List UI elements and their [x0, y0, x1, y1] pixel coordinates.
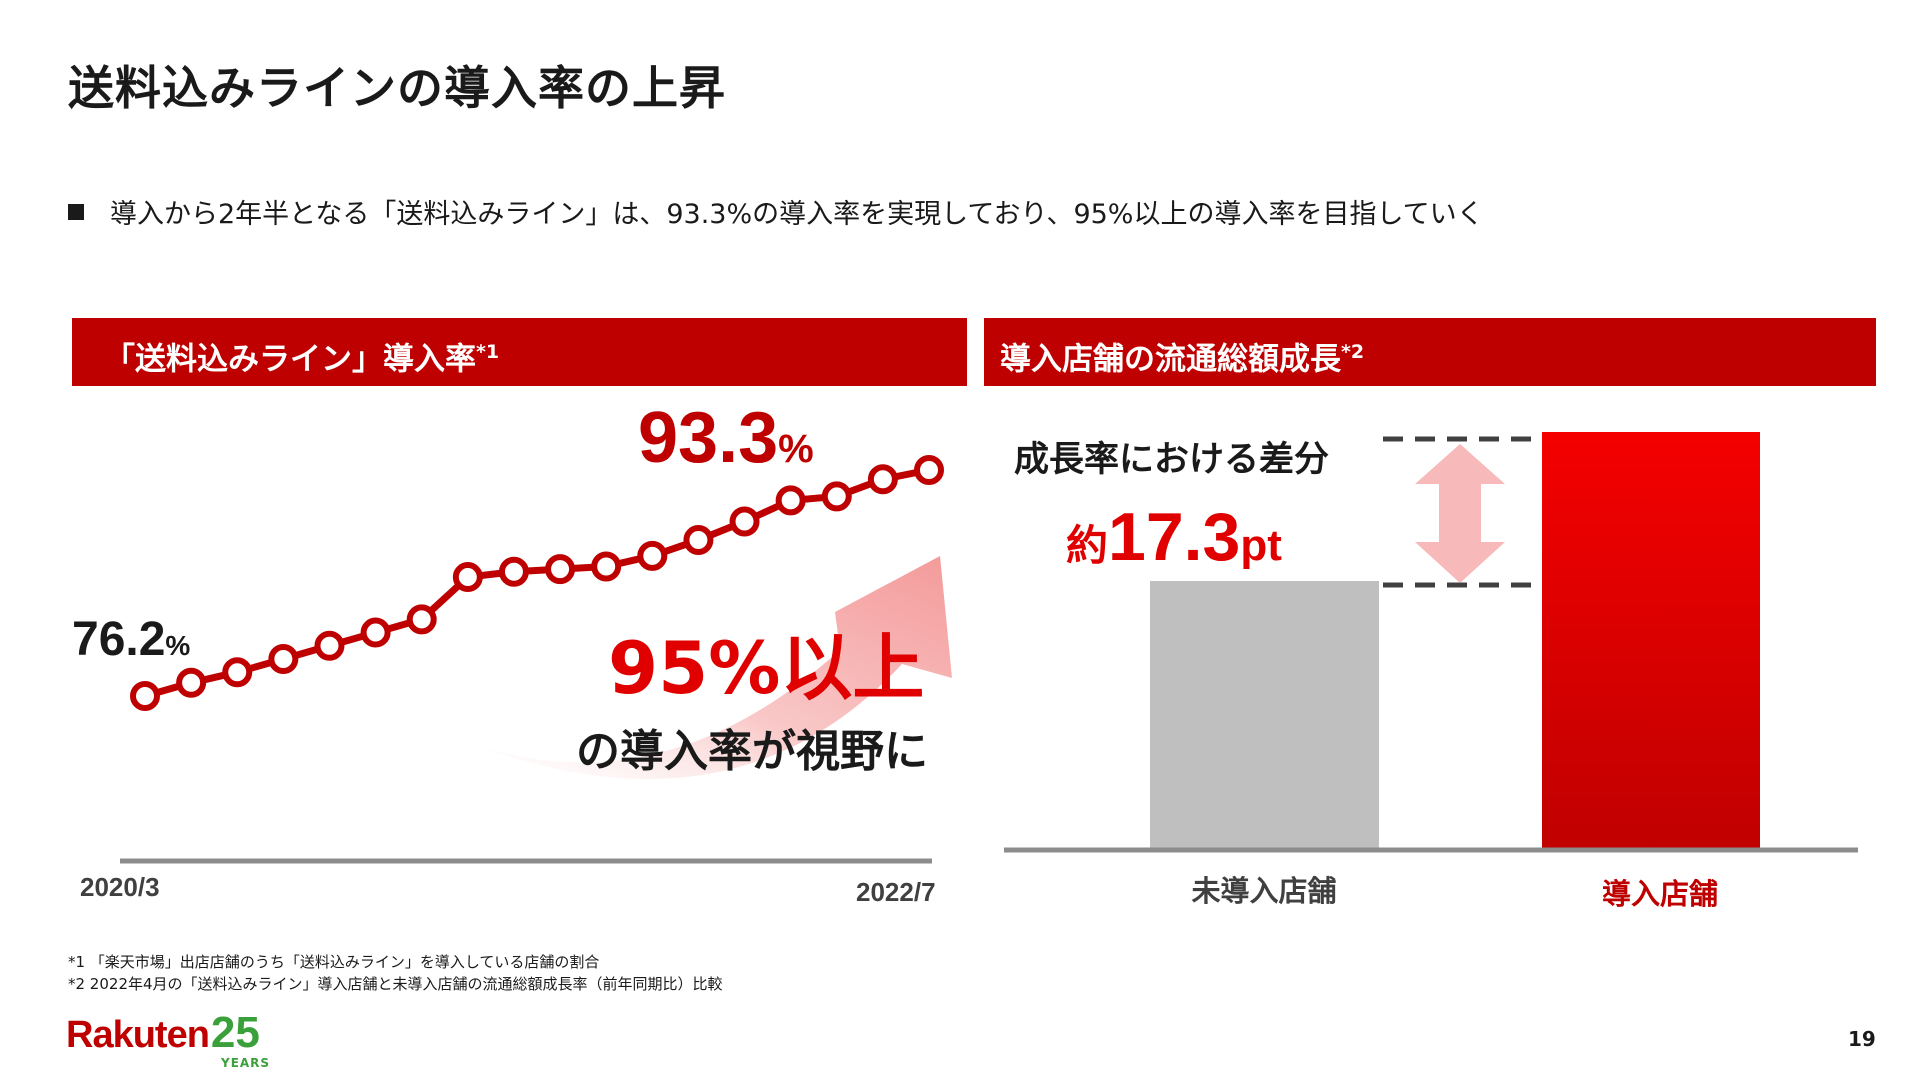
data-point: [452, 562, 483, 593]
data-point: [130, 681, 160, 711]
difference-value: 約17.3pt: [1066, 499, 1282, 575]
left-panel-note: *1: [476, 341, 500, 363]
logo-word: Rakuten: [66, 1014, 210, 1056]
data-point: [729, 506, 760, 537]
data-point: [545, 554, 576, 585]
data-point: [591, 551, 622, 582]
page-title: 送料込みラインの導入率の上昇: [68, 61, 726, 115]
logo-years: YEARS: [221, 1056, 271, 1070]
page-number: 19: [1848, 1027, 1876, 1051]
data-point: [775, 485, 806, 516]
left-panel-title: 「送料込みライン」導入率: [104, 341, 476, 378]
data-point: [821, 481, 852, 512]
data-point: [914, 455, 944, 485]
bullet-square-icon: [68, 203, 84, 220]
footnote-2: *2 2022年4月の「送料込みライン」導入店舗と未導入店舗の流通総額成長率（前…: [68, 975, 723, 993]
data-point: [406, 604, 437, 635]
difference-label: 成長率における差分: [1014, 440, 1329, 480]
end-value-label: 93.3%: [638, 398, 814, 478]
x-end-label: 2022/7: [856, 877, 936, 907]
x-start-label: 2020/3: [80, 872, 160, 902]
data-point: [867, 464, 898, 495]
category-label-adopting: 導入店舗: [1602, 877, 1718, 911]
bar-non-adopting-stores: [1150, 581, 1379, 850]
data-point: [637, 540, 668, 571]
summary-bullet: 導入から2年半となる「送料込みライン」は、93.3%の導入率を実現しており、95…: [68, 192, 1484, 231]
difference-double-arrow-icon: [1415, 444, 1505, 583]
trend-arrow-shape: [420, 556, 952, 780]
data-point: [498, 556, 529, 587]
data-point: [360, 617, 391, 648]
category-label-non-adopting: 未導入店舗: [1191, 874, 1336, 908]
data-point: [314, 630, 345, 661]
data-point: [683, 525, 714, 556]
footnote-1: *1 「楽天市場」出店店舗のうち「送料込みライン」を導入している店舗の割合: [68, 953, 600, 971]
bar-adopting-stores: [1542, 432, 1760, 850]
start-value-label: 76.2%: [72, 613, 190, 666]
data-point: [222, 657, 253, 688]
target-big-label: 95%以上: [608, 626, 924, 710]
data-point: [268, 643, 299, 674]
summary-text: 導入から2年半となる「送料込みライン」は、93.3%の導入率を実現しており、95…: [110, 199, 1484, 230]
rakuten-logo: Rakuten25 YEARS: [66, 1008, 269, 1070]
left-panel-header: 「送料込みライン」導入率*1: [72, 318, 967, 386]
right-panel-header: 導入店舗の流通総額成長*2: [984, 318, 1876, 386]
right-panel-title: 導入店舗の流通総額成長: [1000, 341, 1341, 378]
logo-number: 25: [210, 1008, 260, 1057]
right-panel-note: *2: [1341, 341, 1365, 363]
data-point: [176, 667, 207, 698]
target-sub-label: の導入率が視野に: [576, 726, 928, 777]
